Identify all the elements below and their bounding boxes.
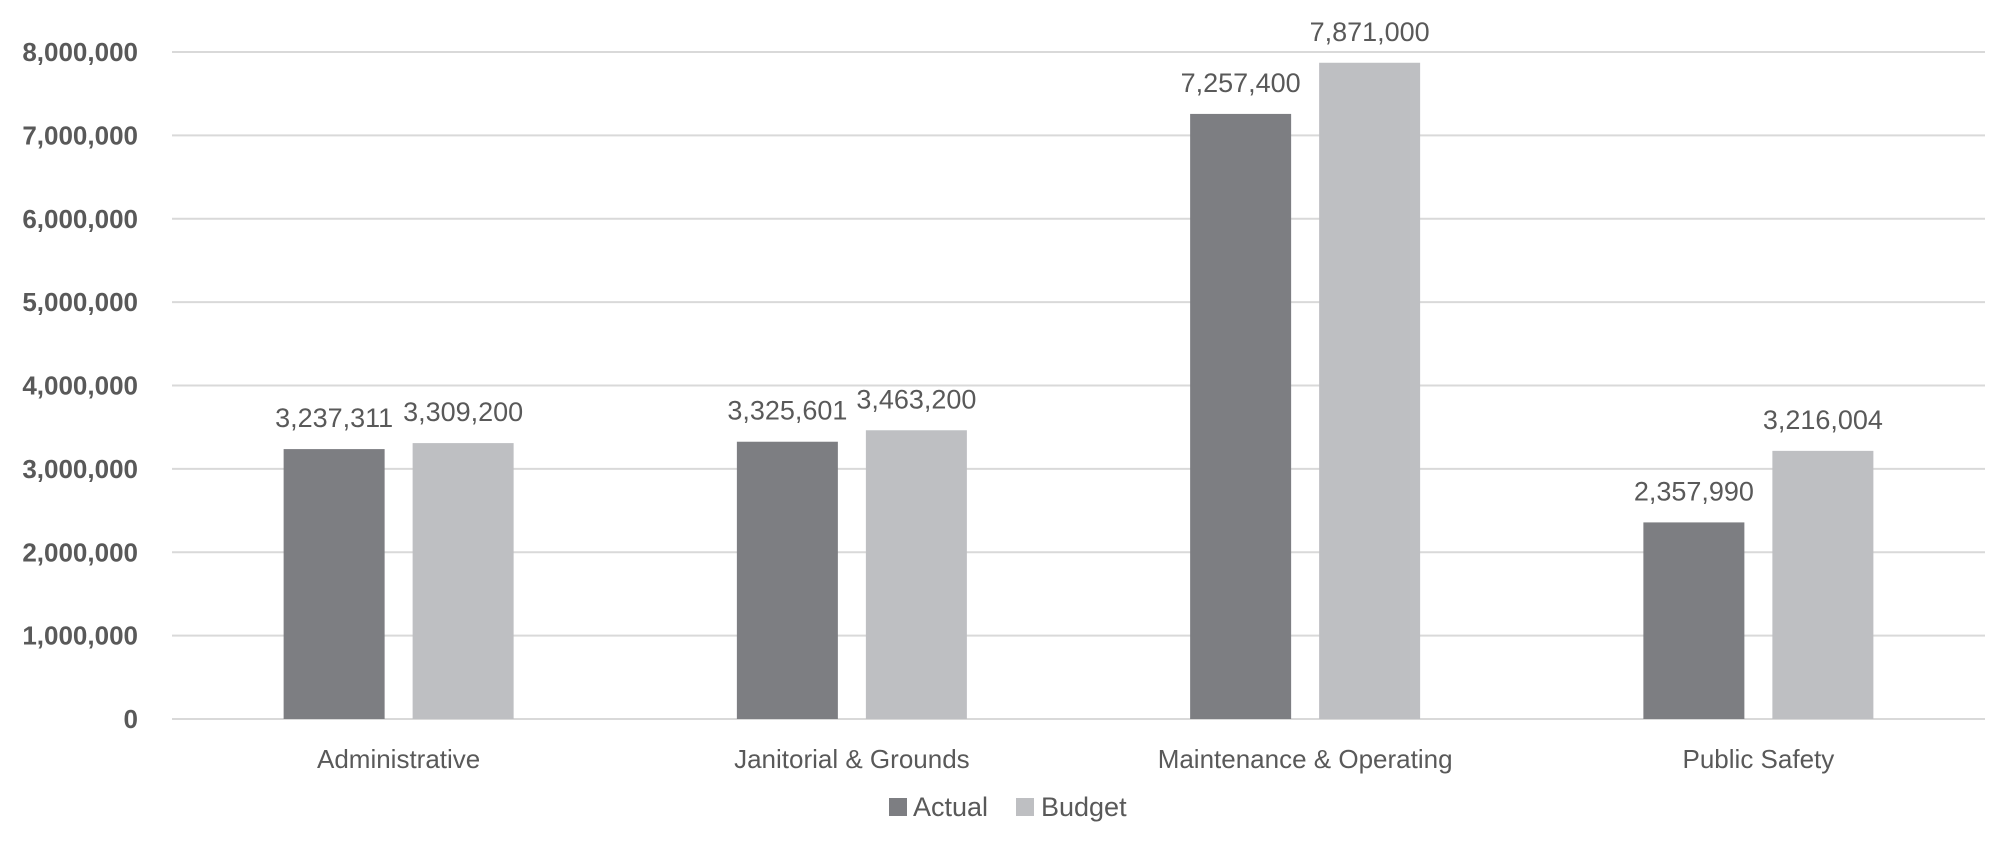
y-tick-label: 0 [124,704,138,734]
legend-swatch-budget [1016,798,1034,816]
y-tick-label: 7,000,000 [22,120,138,150]
bar-actual [1643,522,1745,719]
x-axis: Administrative Janitorial & Grounds Mainte… [317,744,1834,774]
x-tick-label: Janitorial & Grounds [734,744,970,774]
data-label: 7,871,000 [1310,17,1430,47]
data-label: 3,216,004 [1763,405,1883,435]
bar-budget [1319,62,1421,720]
data-label: 3,325,601 [727,396,847,426]
x-tick-label: Administrative [317,744,480,774]
bar-budget [412,443,514,719]
data-label: 3,463,200 [856,384,976,414]
bar-budget [1772,450,1874,719]
legend-swatch-actual [889,798,907,816]
y-tick-label: 5,000,000 [22,287,138,317]
data-label: 7,257,400 [1181,68,1301,98]
y-tick-label: 1,000,000 [22,621,138,651]
bar-actual [1190,113,1292,719]
x-tick-label: Maintenance & Operating [1158,744,1453,774]
y-tick-label: 6,000,000 [22,204,138,234]
data-label: 3,237,311 [275,403,393,433]
data-label: 3,309,200 [403,397,523,427]
bars [283,62,1874,720]
bar-actual [283,449,385,719]
y-tick-label: 4,000,000 [22,371,138,401]
y-tick-label: 3,000,000 [22,454,138,484]
legend-label-actual: Actual [913,792,988,822]
y-axis: 0 1,000,000 2,000,000 3,000,000 4,000,000 5,0… [22,37,138,734]
y-tick-label: 8,000,000 [22,37,138,67]
bar-budget [865,430,967,719]
legend: Actual Budget [889,792,1127,822]
data-label: 2,357,990 [1634,476,1754,506]
y-tick-label: 2,000,000 [22,537,138,567]
legend-label-budget: Budget [1041,792,1127,822]
bar-actual [736,441,838,719]
data-labels: 3,237,311 3,309,200 3,325,601 3,463,200 7,25… [275,17,1883,507]
x-tick-label: Public Safety [1683,744,1835,774]
